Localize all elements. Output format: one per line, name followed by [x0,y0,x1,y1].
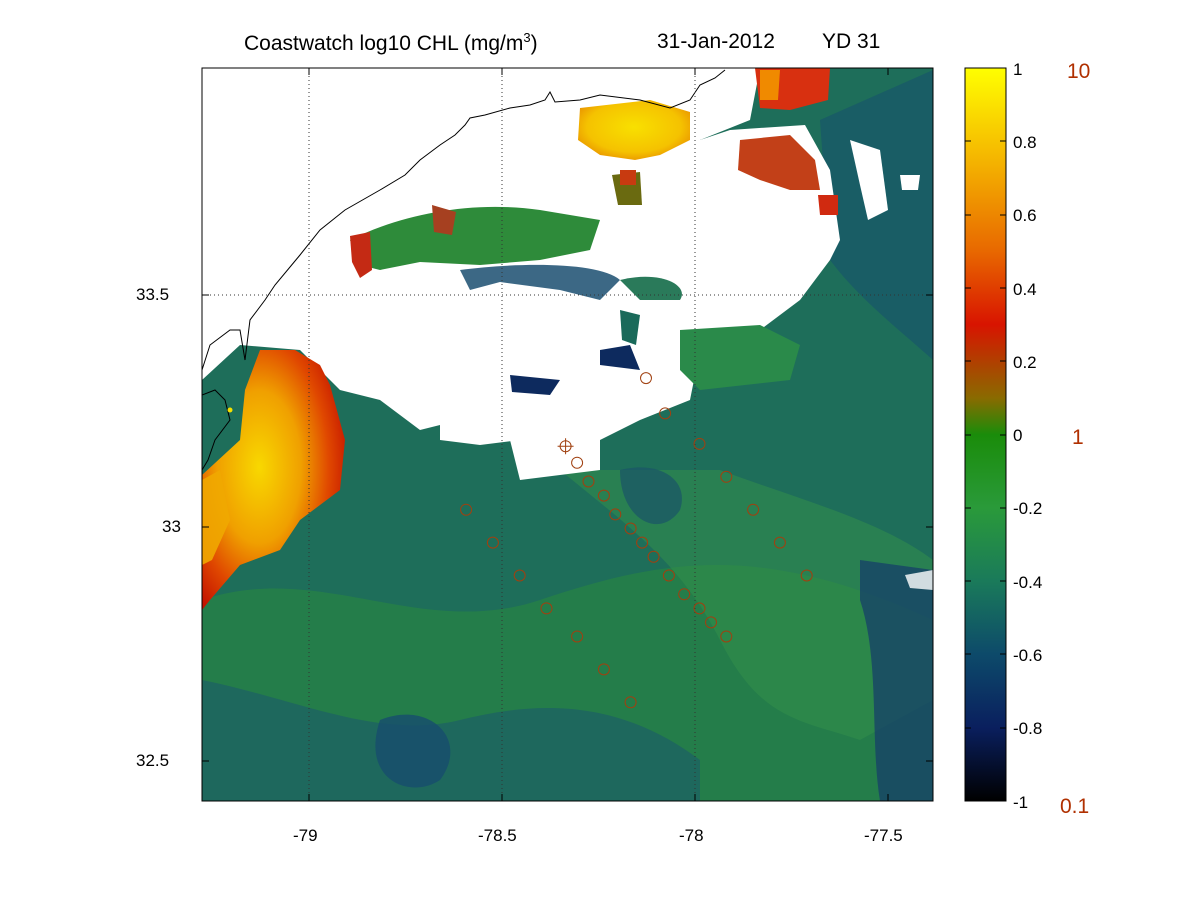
ocean-band-blue [202,680,700,801]
station-marker [693,602,706,615]
chl-fragment-4 [620,310,640,345]
station-marker [705,616,717,629]
ocean-patch-blue-2 [620,467,682,525]
map-yearday: YD 31 [822,30,881,53]
colorbar-label: 0.8 [1013,133,1037,152]
station-marker [624,522,637,535]
cloud-mask-holes [440,410,520,445]
station-marker [640,372,652,385]
x-tick-label: -78.5 [478,826,517,845]
station-marker [773,536,786,549]
colorbar-label: 0.4 [1013,280,1037,299]
chl-streak-green [350,206,600,270]
station-marker [597,663,610,676]
station-marker [486,536,499,549]
coastline-inlet [202,389,231,471]
onslow-plume-spot [818,195,838,215]
chl-fragment-3 [510,375,560,395]
x-tick-label: -79 [293,826,318,845]
coastal-plume [202,350,345,610]
station-crosshair [557,438,574,455]
river-plume-tail-red [620,170,636,185]
chl-fragment-1 [620,276,682,300]
ocean-band-green-2 [560,470,933,740]
station-marker [720,470,733,483]
colorbar-label: 0.2 [1013,353,1037,372]
station-marker [609,508,622,521]
station-marker [800,569,813,582]
station-marker [571,456,584,469]
station-marker [693,437,706,450]
colorbar-linear-label: 10 [1067,60,1091,83]
map-frame [201,67,934,802]
station-marker [540,602,553,615]
station-marker [747,503,760,516]
station-marker [647,550,660,563]
colorbar-label: -0.8 [1013,719,1043,738]
chl-streak-blue [460,264,620,300]
chl-fragment-5 [680,325,800,390]
y-tick-label: 32.5 [136,751,170,770]
cloud-mask-lower-right [905,570,933,590]
map-date: 31-Jan-2012 [657,30,775,53]
colorbar-linear-label: 0.1 [1060,795,1090,818]
coastline [202,69,726,371]
cloud-mask-small [850,140,888,220]
ocean-patch-blue [375,714,451,788]
river-plume-yellow [578,100,690,160]
y-tick-label: 33.5 [136,285,170,304]
station-marker [624,696,637,709]
map-title: Coastwatch log10 CHL (mg/m3) [244,30,538,55]
station-marker [678,588,691,601]
colorbar-linear-label: 1 [1072,426,1084,449]
onslow-plume-core [760,70,780,100]
colorbar-label: 0.6 [1013,206,1037,225]
axis-ticks [202,68,933,801]
colorbar-label: -0.4 [1013,573,1043,592]
chl-streak-red-mid [432,205,456,235]
chl-streak-red-left [350,232,372,278]
station-marker [582,475,595,488]
colorbar-label: -1 [1013,793,1029,812]
onslow-plume-mid [738,135,820,190]
station-marker [659,407,672,420]
station-marker [720,630,733,643]
colorbar-label: 0 [1013,426,1023,445]
station-marker [662,569,675,582]
station-markers [460,372,813,709]
colorbar-label: -0.6 [1013,646,1043,665]
station-marker [597,489,610,502]
chl-fragment-2 [600,345,640,370]
colorbar-ticks [965,140,1006,729]
x-tick-label: -77.5 [864,826,903,845]
colorbar-label: -0.2 [1013,499,1043,518]
x-tick-label: -78 [679,826,704,845]
station-marker [460,503,473,516]
coast-speck [227,407,233,413]
cloud-mask-tiny [900,175,920,190]
station-marker [513,569,526,582]
station-marker [571,630,584,643]
ocean-band-deep [860,560,933,801]
station-marker [636,536,649,549]
y-tick-label: 33 [162,517,181,536]
coastal-plume-inner [202,470,230,565]
map-image-layer [202,68,933,801]
colorbar [964,67,1007,802]
colorbar-label: 1 [1013,60,1023,79]
